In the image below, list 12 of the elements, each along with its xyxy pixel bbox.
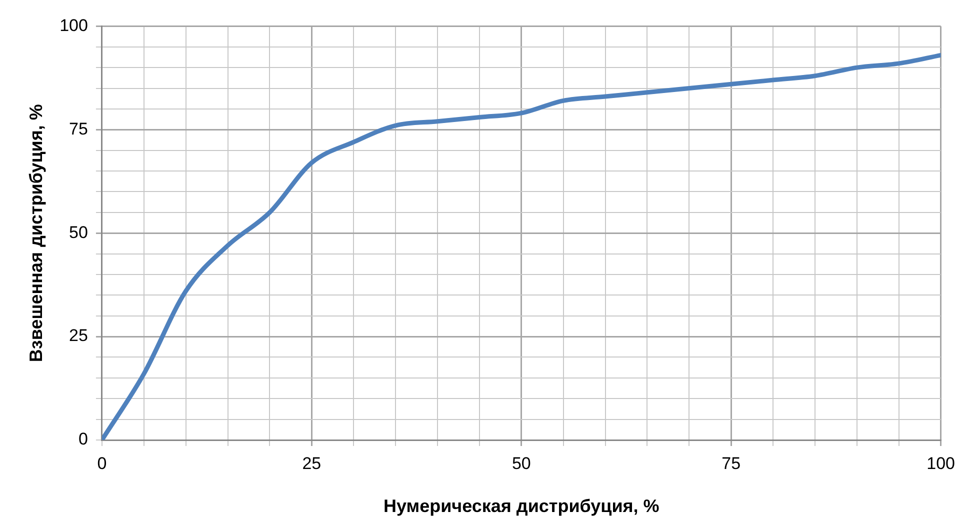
x-tick-label: 50: [512, 454, 531, 473]
x-tick-label: 75: [722, 454, 741, 473]
y-tick-label: 25: [69, 326, 88, 346]
x-tick-label: 0: [97, 454, 107, 473]
y-tick-label: 75: [69, 119, 88, 138]
y-tick-label: 0: [78, 430, 88, 449]
x-axis-title: Нумерическая дистрибуция, %: [383, 496, 660, 516]
x-tick-label: 25: [302, 454, 322, 473]
x-tick-label: 100: [926, 454, 956, 473]
y-tick-label: 50: [69, 222, 88, 242]
y-axis-title: Взвешенная дистрибуция, %: [26, 104, 46, 362]
y-tick-label: 100: [60, 16, 88, 35]
